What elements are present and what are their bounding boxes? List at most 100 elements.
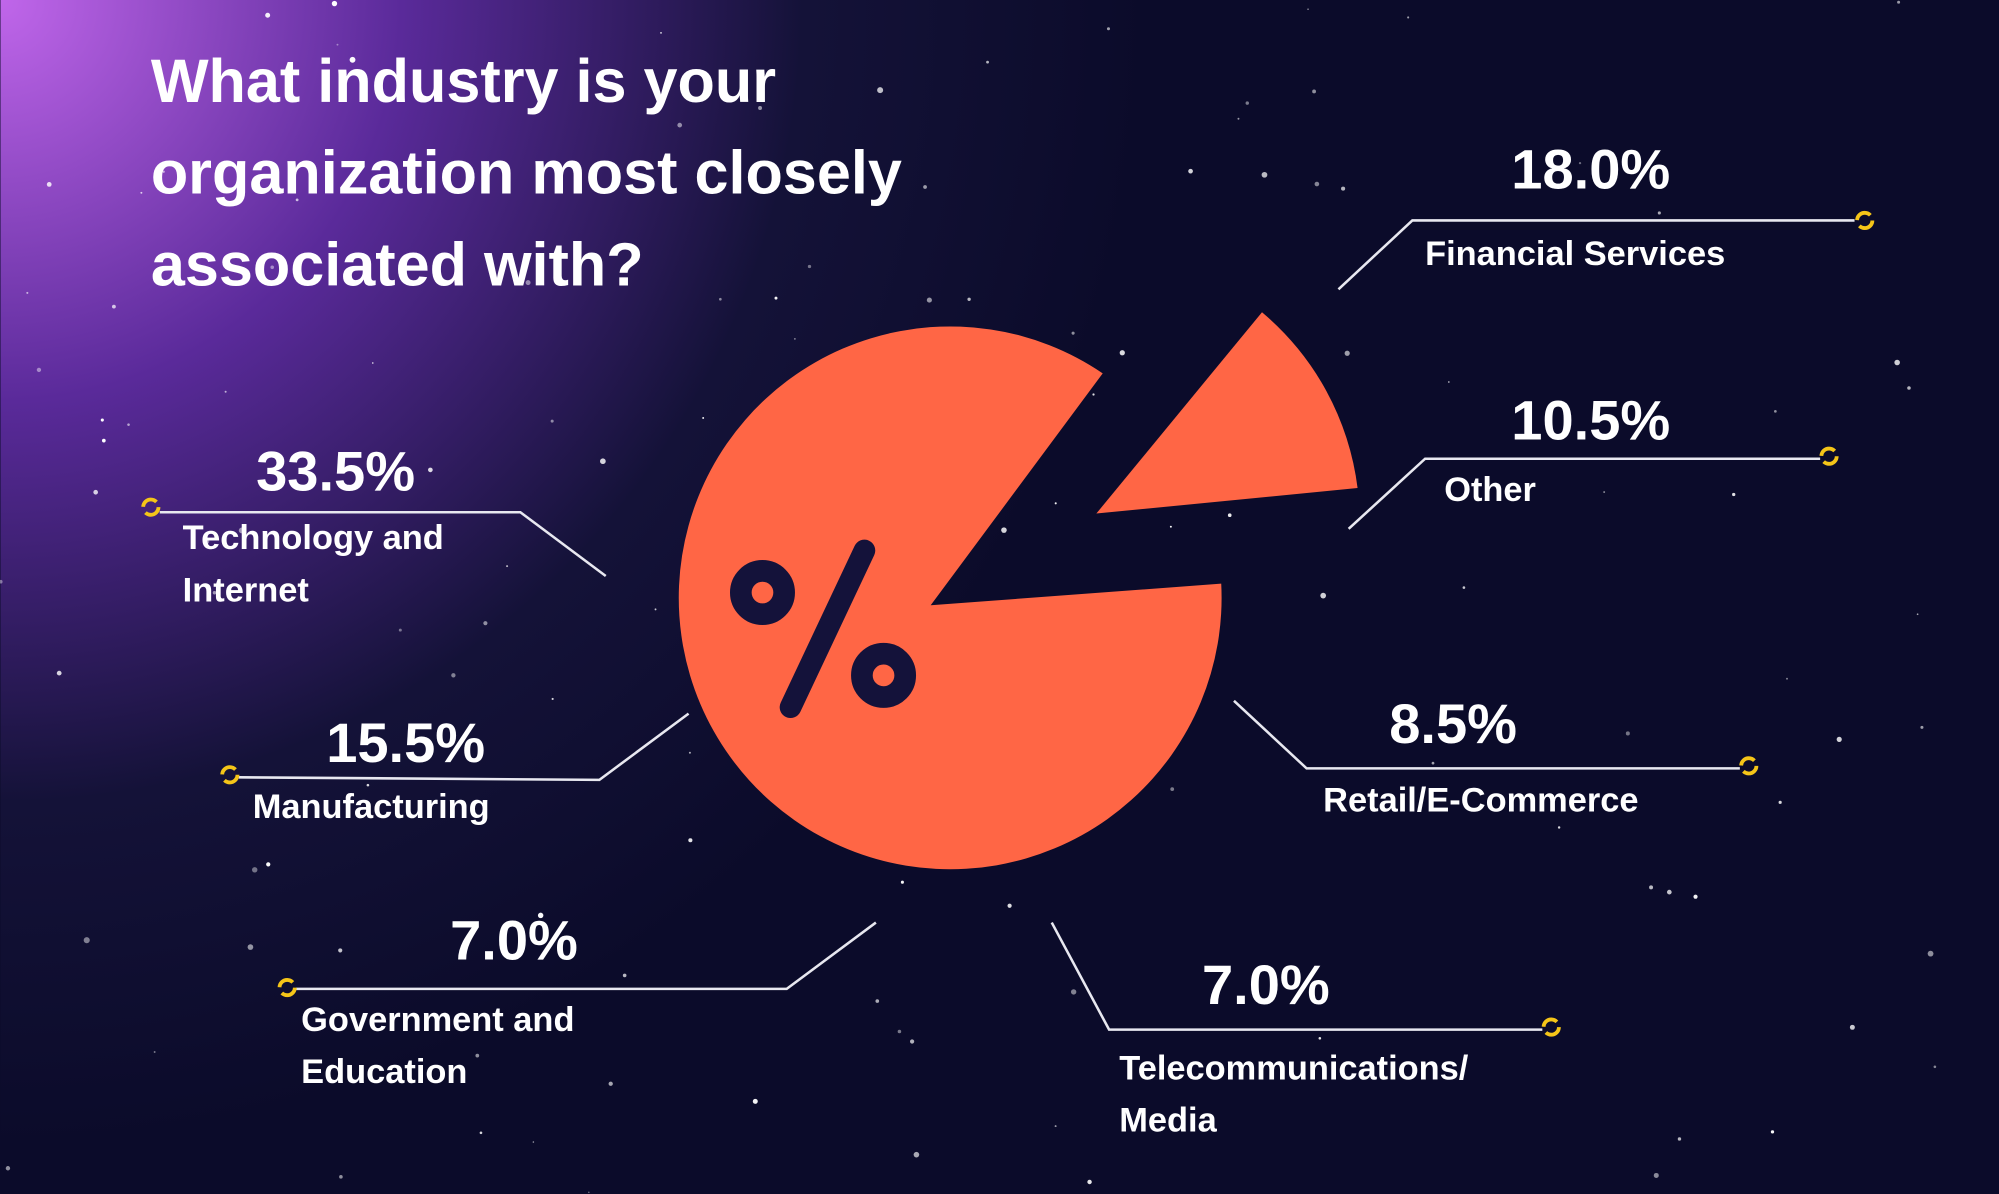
star [451,673,456,678]
title-line: organization most closely [151,139,902,207]
title-line: associated with? [151,230,644,298]
star [331,0,338,7]
star [1431,761,1435,765]
title-line: What industry is your [151,47,776,115]
star [1916,613,1919,616]
percent-value: 10.5% [1511,389,1670,452]
percent-value: 8.5% [1389,692,1517,755]
percent-value: 7.0% [1202,953,1330,1016]
star [1054,1125,1057,1128]
star [266,862,271,867]
star [1603,491,1606,494]
star [875,999,880,1003]
star [1462,586,1466,589]
star [83,937,90,944]
industry-label: Media [1119,1102,1217,1140]
star [588,1191,590,1194]
star [1188,168,1193,174]
star [93,489,99,495]
ring-marker [1739,756,1759,776]
star [265,12,271,18]
star [371,362,374,364]
star [758,106,763,110]
star [140,191,143,194]
star [1657,211,1661,215]
star [986,60,989,64]
star [1920,725,1924,729]
star [1001,527,1007,533]
star [807,264,812,269]
star [1927,950,1934,957]
star [398,628,402,632]
star [1261,171,1268,178]
star [1907,386,1911,390]
industry-label: Internet [183,571,310,609]
star [212,590,217,595]
star [100,418,104,422]
star [1894,359,1900,366]
star [1557,826,1561,829]
title: What industry is your organization most c… [151,47,902,298]
star [251,867,258,873]
star [525,280,531,286]
star [56,670,62,676]
star [1625,731,1630,736]
star [1653,1172,1659,1178]
star [1447,381,1450,383]
leader-line [1337,219,1855,291]
industry-label: Education [301,1053,467,1091]
star [877,87,884,94]
star [1314,181,1320,187]
star [1169,525,1172,528]
star [1071,331,1075,335]
callouts: 18.0% Financial Services 10.5% Other 8.5% Ret… [141,138,1875,1140]
pie-slice [1096,312,1358,514]
star [1849,1024,1855,1030]
star [247,944,254,950]
star [677,122,683,128]
pie-body [678,326,1222,870]
leader-line [1050,921,1543,1031]
leader-line [159,510,607,577]
star [506,565,509,568]
star [224,390,227,393]
star [1312,89,1316,94]
star [111,304,116,309]
star [1237,117,1240,120]
industry-label: Manufacturing [253,788,490,826]
star [897,1029,902,1034]
star [1320,592,1327,599]
star [1578,162,1582,165]
star [913,1151,920,1158]
star [1245,101,1249,105]
star [1054,502,1057,505]
star [551,697,554,701]
percent-value: 7.0% [450,909,578,972]
star [1227,513,1232,518]
star [660,31,662,34]
leader-line [296,921,877,991]
star [1092,393,1095,396]
star [101,438,106,443]
star [1666,889,1672,895]
ring-marker [277,978,297,998]
star [719,297,722,301]
leader-line [1347,457,1821,530]
star [550,419,554,423]
star [926,297,932,303]
star [967,297,971,301]
star [600,458,606,465]
industry-label: Technology and [183,519,444,557]
star [428,467,433,473]
star [1106,27,1110,31]
percent-value: 15.5% [326,711,485,774]
star [1786,677,1788,680]
star [162,170,165,173]
star [1897,0,1901,4]
star [774,296,778,300]
star [688,838,693,843]
percent-icon [729,539,917,719]
star [1007,903,1012,908]
star [622,973,627,978]
